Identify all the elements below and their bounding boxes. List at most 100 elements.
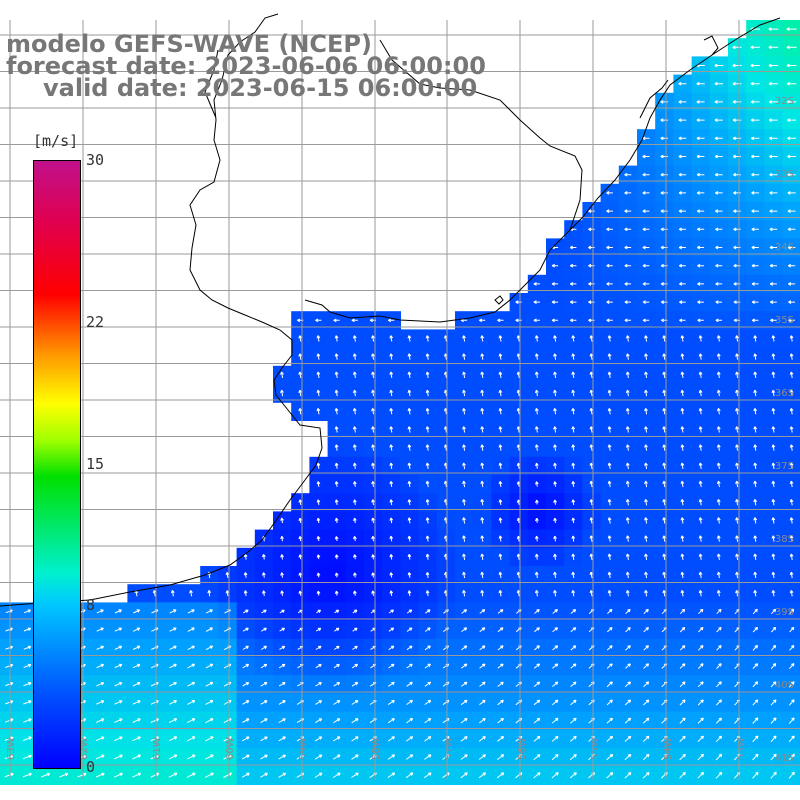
wind-arrow	[606, 645, 613, 651]
wind-arrow	[334, 389, 339, 397]
wind-arrow	[243, 572, 248, 578]
wind-arrow	[425, 389, 430, 397]
wind-arrow	[715, 699, 722, 706]
wind-arrow	[768, 45, 779, 50]
lon-label: 61W	[152, 737, 163, 760]
wind-arrow	[789, 498, 794, 506]
wind-arrow	[498, 371, 503, 378]
colorbar-tick-22: 22	[86, 312, 105, 331]
wind-arrow	[771, 535, 776, 542]
wind-arrow	[697, 245, 705, 250]
wind-arrow	[696, 100, 705, 104]
wind-arrow	[552, 645, 559, 651]
wind-arrow	[789, 407, 794, 415]
wind-arrow	[735, 498, 739, 506]
wind-arrow	[113, 754, 123, 760]
wind-arrow	[462, 353, 466, 360]
wind-arrow	[334, 572, 339, 578]
wind-arrow	[679, 626, 686, 633]
wind-arrow	[570, 645, 577, 651]
wind-arrow	[389, 353, 394, 360]
wind-arrow	[750, 81, 760, 86]
wind-arrow	[696, 154, 705, 159]
wind-arrow	[425, 480, 430, 488]
wind-arrow	[769, 154, 778, 159]
wind-arrow	[316, 609, 322, 614]
wind-arrow	[334, 481, 339, 487]
wind-arrow	[114, 681, 123, 687]
wind-arrow	[770, 699, 777, 706]
wind-arrow	[242, 663, 250, 669]
wind-arrow	[406, 663, 413, 669]
wind-arrow	[770, 771, 777, 779]
wind-arrow	[96, 609, 104, 614]
wind-arrow	[316, 335, 321, 342]
wind-arrow	[496, 772, 505, 779]
wind-arrow	[787, 245, 796, 250]
wind-arrow	[298, 517, 303, 524]
wind-arrow	[425, 462, 430, 469]
wind-arrow	[298, 572, 303, 578]
wind-arrow	[624, 699, 632, 706]
wind-arrow	[461, 645, 468, 651]
wind-arrow	[333, 645, 340, 650]
wind-arrow	[278, 754, 287, 760]
wind-arrow	[753, 553, 758, 560]
wind-arrow	[280, 590, 284, 596]
wind-arrow	[697, 318, 704, 323]
wind-arrow	[551, 735, 559, 742]
wind-arrow	[96, 645, 104, 650]
wind-arrow	[642, 209, 650, 213]
wind-arrow	[771, 444, 776, 451]
wind-arrow	[478, 736, 486, 742]
wind-arrow	[751, 245, 759, 250]
wind-arrow	[571, 553, 576, 560]
wind-arrow	[787, 154, 796, 159]
wind-arrow	[714, 81, 723, 86]
wind-arrow	[624, 209, 632, 213]
wind-arrow	[352, 627, 358, 632]
wind-arrow	[407, 480, 412, 488]
wind-arrow	[607, 480, 612, 488]
wind-arrow	[498, 426, 503, 433]
wind-arrow	[678, 100, 687, 104]
wind-arrow	[332, 772, 341, 778]
wind-arrow	[771, 462, 776, 469]
wind-arrow	[788, 300, 795, 304]
wind-arrow	[606, 735, 614, 742]
wind-arrow	[424, 699, 432, 706]
wind-arrow	[114, 609, 122, 614]
wind-arrow	[752, 626, 758, 633]
wind-arrow	[388, 627, 395, 632]
wind-arrow	[353, 535, 357, 542]
wind-arrow	[644, 407, 648, 415]
wind-arrow	[571, 517, 576, 524]
wind-arrow	[407, 444, 412, 451]
wind-arrow	[351, 736, 359, 742]
wind-arrow	[750, 136, 760, 141]
wind-arrow	[23, 718, 32, 723]
wind-arrow	[680, 498, 685, 506]
wind-arrow	[388, 645, 395, 651]
wind-arrow	[389, 407, 394, 415]
wind-arrow	[789, 389, 794, 397]
lon-label: 54W	[663, 737, 674, 760]
lat-label: 36S	[775, 388, 794, 399]
wind-arrow	[624, 191, 632, 195]
wind-arrow	[533, 699, 541, 706]
wind-arrow	[96, 627, 104, 632]
wind-arrow	[680, 335, 685, 342]
wind-arrow	[371, 462, 375, 469]
wind-arrow	[498, 589, 503, 597]
lat-label: 40S	[775, 680, 794, 691]
wind-arrow	[407, 590, 412, 597]
wind-arrow	[735, 407, 739, 415]
wind-arrow	[753, 589, 758, 597]
wind-arrow	[278, 772, 287, 778]
wind-arrow	[642, 717, 650, 724]
wind-arrow	[242, 700, 250, 705]
wind-arrow	[715, 771, 723, 779]
wind-arrow	[607, 517, 612, 524]
wind-arrow	[132, 700, 141, 705]
wind-arrow	[679, 608, 686, 615]
